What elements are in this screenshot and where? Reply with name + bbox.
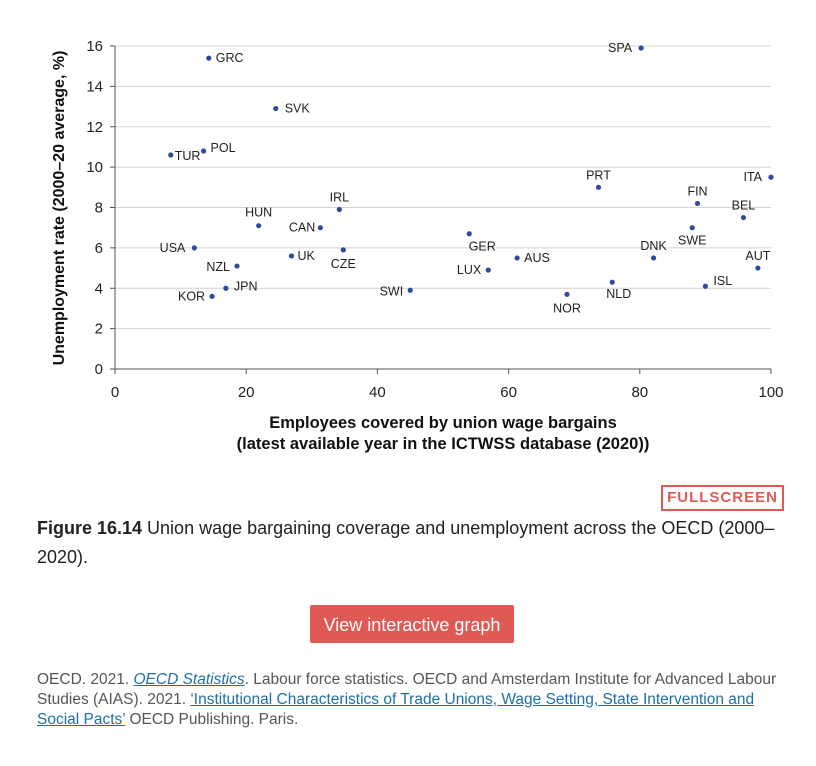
x-tick-label: 100 bbox=[758, 384, 783, 401]
x-tick-label: 0 bbox=[111, 384, 119, 401]
data-point-nor bbox=[564, 291, 570, 297]
tick-labels: 0 2 4 6 8 10 12 14 16 0 20 40 60 80 100 bbox=[86, 38, 783, 401]
oecd-statistics-link[interactable]: OECD Statistics bbox=[133, 671, 245, 688]
point-label-fin: FIN bbox=[687, 184, 707, 198]
source-text-2: . Labour force statistics. OECD and Amst… bbox=[37, 671, 777, 708]
point-label-swe: SWE bbox=[678, 234, 706, 248]
point-label-jpn: JPN bbox=[234, 279, 258, 293]
point-label-pol: POL bbox=[211, 141, 236, 155]
point-label-uk: UK bbox=[297, 249, 315, 263]
data-point-spa bbox=[638, 45, 644, 51]
ictwss-link[interactable]: ‘Institutional Characteristics of Trade … bbox=[37, 691, 755, 728]
y-tick-label: 14 bbox=[86, 78, 103, 95]
point-label-kor: KOR bbox=[178, 289, 205, 303]
point-label-usa: USA bbox=[160, 241, 186, 255]
point-label-spa: SPA bbox=[608, 41, 633, 55]
data-point-can bbox=[317, 225, 323, 231]
y-tick-label: 12 bbox=[86, 119, 103, 136]
data-point-grc bbox=[206, 55, 212, 61]
source-text-3: OECD Publishing. Paris. bbox=[125, 711, 299, 728]
point-label-tur: TUR bbox=[175, 149, 201, 163]
point-label-ger: GER bbox=[469, 240, 496, 254]
data-point-tur bbox=[168, 152, 174, 158]
data-point-hun bbox=[256, 223, 262, 229]
point-label-isl: ISL bbox=[713, 274, 732, 288]
point-label-irl: IRL bbox=[330, 191, 350, 205]
data-point-isl bbox=[702, 283, 709, 289]
point-label-ita: ITA bbox=[743, 170, 762, 184]
axes bbox=[110, 45, 772, 374]
data-point-svk bbox=[273, 105, 279, 112]
data-point-nzl bbox=[234, 263, 240, 269]
source-citation: OECD. 2021. OECD Statistics. Labour forc… bbox=[37, 670, 797, 730]
caption-text: Union wage bargaining coverage and unemp… bbox=[37, 518, 775, 567]
data-point-lux bbox=[485, 267, 491, 273]
y-tick-label: 0 bbox=[95, 361, 103, 378]
y-tick-label: 6 bbox=[95, 240, 103, 257]
point-label-nzl: NZL bbox=[206, 260, 230, 274]
data-points bbox=[168, 45, 774, 299]
x-axis-title-line2: (latest available year in the ICTWSS dat… bbox=[237, 435, 650, 453]
y-axis-title: Unemployment rate (2000–20 average, %) bbox=[51, 51, 68, 366]
data-point-usa bbox=[191, 245, 197, 251]
data-point-kor bbox=[209, 293, 215, 299]
y-tick-label: 10 bbox=[86, 159, 103, 176]
data-point-bel bbox=[740, 214, 747, 221]
y-tick-label: 8 bbox=[95, 200, 103, 217]
data-point-ger bbox=[466, 231, 472, 237]
data-point-fin bbox=[694, 200, 701, 207]
point-label-dnk: DNK bbox=[640, 239, 667, 253]
source-text-1: OECD. 2021. bbox=[37, 671, 134, 688]
data-point-aus bbox=[514, 255, 520, 261]
point-label-svk: SVK bbox=[285, 102, 311, 116]
data-point-aut bbox=[755, 265, 761, 271]
point-label-cze: CZE bbox=[331, 257, 356, 271]
x-tick-label: 40 bbox=[369, 384, 386, 401]
point-label-hun: HUN bbox=[245, 206, 272, 220]
y-tick-label: 4 bbox=[95, 280, 103, 297]
point-label-nor: NOR bbox=[553, 301, 581, 315]
point-label-lux: LUX bbox=[457, 263, 482, 277]
data-point-jpn bbox=[223, 285, 229, 291]
point-label-nld: NLD bbox=[606, 287, 631, 301]
y-tick-label: 16 bbox=[86, 38, 103, 55]
x-tick-label: 80 bbox=[631, 384, 648, 401]
point-label-swi: SWI bbox=[380, 284, 404, 298]
data-point-swe bbox=[689, 225, 695, 231]
gridlines bbox=[115, 45, 771, 330]
data-point-dnk bbox=[650, 255, 657, 261]
point-label-prt: PRT bbox=[586, 168, 611, 182]
data-point-nld bbox=[609, 279, 615, 285]
scatter-chart: 0 2 4 6 8 10 12 14 16 0 20 40 60 80 100 SPA GRC SVK TUR PO… bbox=[51, 38, 784, 453]
x-axis-title-line1: Employees covered by union wage bargains bbox=[269, 414, 617, 432]
point-labels: SPA GRC SVK TUR POL ITA PRT FIN IRL BEL HUN CAN SWE G… bbox=[160, 41, 771, 315]
figure-number: Figure 16.14 bbox=[37, 518, 143, 538]
fullscreen-button[interactable]: FULLSCREEN bbox=[661, 485, 784, 511]
data-point-cze bbox=[340, 247, 346, 253]
x-tick-label: 60 bbox=[500, 384, 517, 401]
point-label-aut: AUT bbox=[745, 249, 770, 263]
point-label-bel: BEL bbox=[732, 199, 756, 213]
data-point-pol bbox=[200, 148, 207, 154]
data-point-ita bbox=[768, 174, 774, 180]
y-tick-label: 2 bbox=[95, 321, 103, 338]
x-tick-label: 20 bbox=[238, 384, 255, 401]
point-label-grc: GRC bbox=[216, 51, 244, 65]
point-label-aus: AUS bbox=[524, 251, 550, 265]
point-label-can: CAN bbox=[289, 221, 315, 235]
data-point-prt bbox=[595, 184, 602, 190]
data-point-irl bbox=[336, 206, 342, 213]
data-point-uk bbox=[288, 253, 295, 259]
view-interactive-graph-button[interactable]: View interactive graph bbox=[310, 605, 514, 643]
figure-caption: Figure 16.14 Union wage bargaining cover… bbox=[37, 514, 777, 572]
data-point-swi bbox=[407, 287, 413, 293]
